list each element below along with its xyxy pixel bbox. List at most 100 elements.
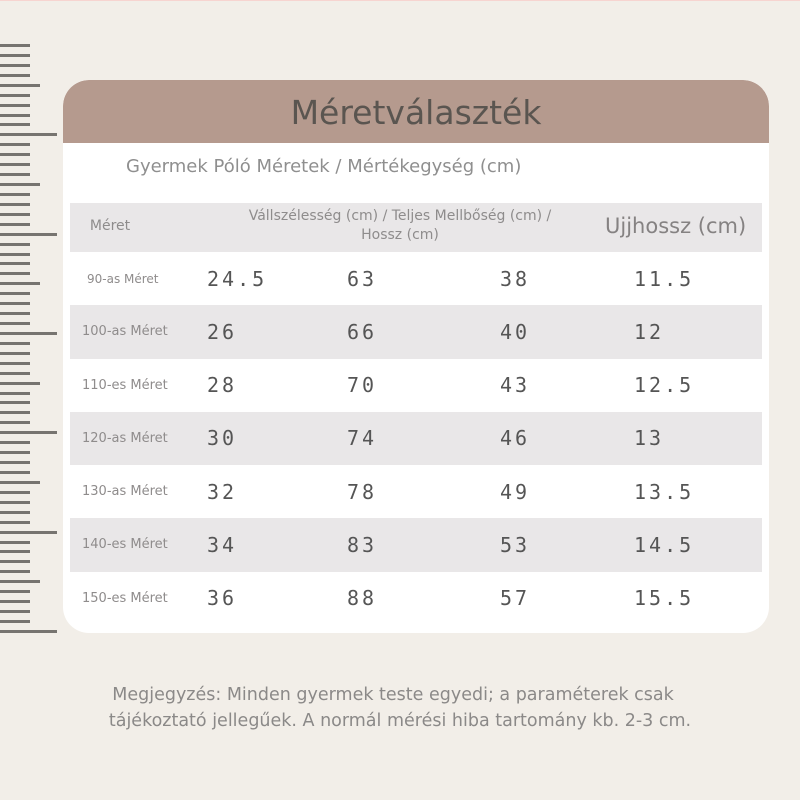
cell-chest: 78 xyxy=(347,479,378,504)
ruler-tick xyxy=(0,570,30,574)
ruler-tick xyxy=(0,202,30,206)
ruler-tick xyxy=(0,44,30,47)
ruler-tick xyxy=(0,411,30,415)
ruler-tick xyxy=(0,361,30,365)
card-header: Méretválaszték xyxy=(63,80,769,143)
cell-length: 43 xyxy=(500,373,531,398)
footnote-line2: tájékoztató jellegűek. A normál mérési h… xyxy=(108,711,692,731)
cell-chest: 74 xyxy=(347,426,378,451)
ruler-tick xyxy=(0,500,30,504)
size-table: Méret Vállszélesség (cm) / Teljes Mellbő… xyxy=(70,203,762,625)
header-measurements: Vállszélesség (cm) / Teljes Mellbőség (c… xyxy=(210,207,590,245)
ruler-tick xyxy=(0,63,30,67)
ruler-tick xyxy=(0,83,40,87)
cell-length: 40 xyxy=(500,319,531,344)
ruler-tick xyxy=(0,192,30,196)
header-measurements-line1: Vállszélesség (cm) / Teljes Mellbőség (c… xyxy=(248,208,552,224)
ruler-tick xyxy=(0,123,30,127)
ruler-tick xyxy=(0,153,30,157)
table-row: 150-es Méret 36 88 57 15.5 xyxy=(70,572,762,625)
ruler-tick xyxy=(0,302,30,306)
ruler-tick xyxy=(0,272,30,276)
ruler-tick xyxy=(0,560,30,564)
cell-shoulder: 28 xyxy=(207,373,238,398)
ruler-tick xyxy=(0,580,40,584)
ruler-tick xyxy=(0,341,30,345)
footnote: Megjegyzés: Minden gyermek teste egyedi;… xyxy=(0,682,800,734)
ruler-tick xyxy=(0,381,40,385)
cell-sleeve: 11.5 xyxy=(634,266,695,291)
ruler-tick xyxy=(0,252,30,256)
cell-sleeve: 14.5 xyxy=(634,532,695,557)
cell-shoulder: 36 xyxy=(207,586,238,611)
cell-chest: 63 xyxy=(347,266,378,291)
ruler-tick xyxy=(0,113,30,117)
cell-size: 130-as Méret xyxy=(82,484,168,500)
ruler-tick xyxy=(0,371,30,375)
cell-chest: 83 xyxy=(347,532,378,557)
cell-size: 120-as Méret xyxy=(82,430,168,446)
ruler-tick xyxy=(0,103,30,107)
cell-shoulder: 26 xyxy=(207,319,238,344)
table-row: 140-es Méret 34 83 53 14.5 xyxy=(70,518,762,572)
cell-size: 90-as Méret xyxy=(87,271,159,286)
cell-sleeve: 13.5 xyxy=(634,479,695,504)
ruler-tick xyxy=(0,520,30,524)
ruler-tick xyxy=(0,490,30,494)
ruler-tick xyxy=(0,53,30,57)
ruler-tick xyxy=(0,431,57,435)
header-measurements-line2: Hossz (cm) xyxy=(361,227,439,243)
cell-shoulder: 30 xyxy=(207,426,238,451)
ruler-tick xyxy=(0,600,30,604)
cell-length: 46 xyxy=(500,426,531,451)
cell-chest: 70 xyxy=(347,373,378,398)
ruler-tick xyxy=(0,173,30,177)
ruler-tick xyxy=(0,629,57,633)
ruler-tick xyxy=(0,540,30,544)
table-row: 110-es Méret 28 70 43 12.5 xyxy=(70,359,762,412)
table-row: 90-as Méret 24.5 63 38 11.5 xyxy=(70,252,762,305)
ruler-tick xyxy=(0,143,30,147)
cell-sleeve: 12 xyxy=(634,319,665,344)
ruler-tick xyxy=(0,421,30,425)
cell-size: 150-es Méret xyxy=(82,590,168,606)
ruler-tick xyxy=(0,282,40,286)
ruler-tick xyxy=(0,451,30,455)
cell-chest: 66 xyxy=(347,319,378,344)
cell-sleeve: 13 xyxy=(634,426,665,451)
ruler-tick xyxy=(0,441,30,445)
cell-shoulder: 24.5 xyxy=(207,266,268,291)
ruler-tick xyxy=(0,163,30,167)
cell-size: 100-as Méret xyxy=(82,324,168,340)
ruler-tick xyxy=(0,530,57,534)
ruler-tick xyxy=(0,312,30,316)
ruler-tick xyxy=(0,133,57,137)
ruler-tick xyxy=(0,550,30,554)
cell-length: 49 xyxy=(500,479,531,504)
card-title: Méretválaszték xyxy=(290,93,542,132)
cell-sleeve: 15.5 xyxy=(634,586,695,611)
cell-size: 140-es Méret xyxy=(82,537,168,553)
ruler-tick xyxy=(0,242,30,246)
ruler-tick xyxy=(0,212,30,216)
ruler-tick xyxy=(0,590,30,594)
ruler-tick xyxy=(0,351,30,355)
ruler-tick xyxy=(0,232,57,236)
ruler-tick xyxy=(0,262,30,266)
ruler-tick xyxy=(0,322,30,326)
footnote-line1: Megjegyzés: Minden gyermek teste egyedi;… xyxy=(112,685,674,705)
table-row: 130-as Méret 32 78 49 13.5 xyxy=(70,465,762,518)
ruler-tick xyxy=(0,292,30,296)
top-border xyxy=(0,0,800,1)
ruler-tick xyxy=(0,461,30,465)
ruler-tick xyxy=(0,510,30,514)
ruler-tick xyxy=(0,470,30,474)
ruler-decoration xyxy=(0,0,60,800)
table-row: 120-as Méret 30 74 46 13 xyxy=(70,411,762,466)
cell-length: 38 xyxy=(500,266,531,291)
ruler-tick xyxy=(0,93,30,97)
cell-shoulder: 32 xyxy=(207,479,238,504)
cell-chest: 88 xyxy=(347,586,378,611)
ruler-tick xyxy=(0,401,30,405)
cell-sleeve: 12.5 xyxy=(634,373,695,398)
